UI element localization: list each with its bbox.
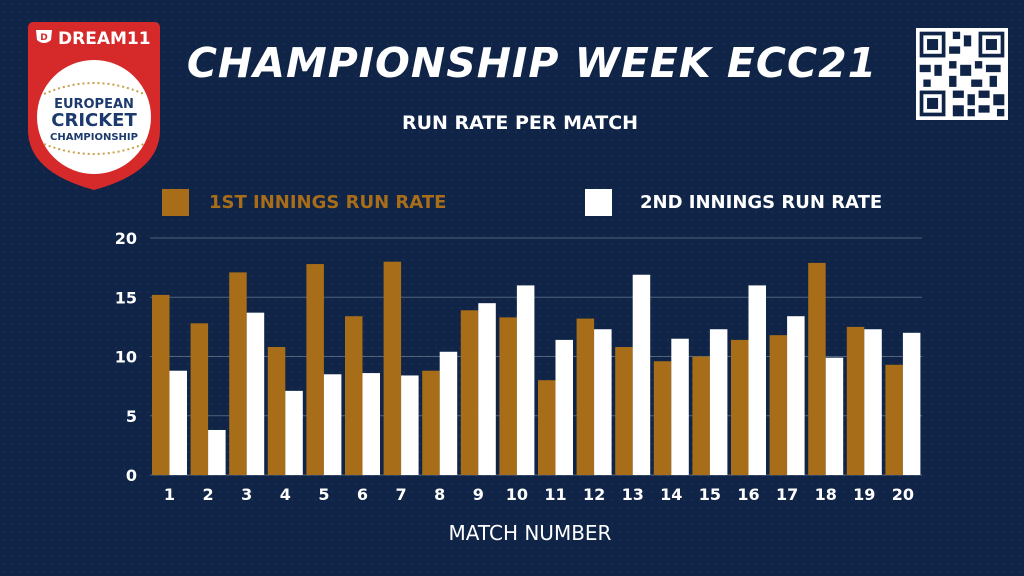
x-tick-label: 17	[776, 485, 798, 504]
bar-first-innings	[460, 310, 479, 475]
bar-first-innings	[267, 347, 286, 475]
bar-first-innings	[731, 339, 749, 475]
bar-second-innings	[787, 316, 805, 475]
bar-second-innings	[362, 373, 380, 475]
x-tick-label: 9	[473, 485, 484, 504]
x-tick-label: 20	[892, 485, 914, 504]
bar-first-innings	[769, 335, 788, 475]
bar-second-innings	[323, 374, 342, 475]
logo-line2: CRICKET	[51, 110, 137, 131]
bar-second-innings	[439, 351, 458, 475]
y-tick-label: 20	[115, 229, 137, 248]
bar-second-innings	[671, 338, 689, 475]
svg-text:D: D	[40, 33, 47, 43]
bar-first-innings	[152, 294, 170, 475]
x-tick-label: 1	[164, 485, 175, 504]
bar-second-innings	[632, 274, 651, 475]
bar-second-innings	[902, 332, 921, 475]
bar-second-innings	[208, 429, 226, 475]
x-tick-label: 11	[544, 485, 566, 504]
logo-line1: EUROPEAN	[54, 97, 134, 112]
x-tick-label: 18	[815, 485, 837, 504]
x-tick-label: 15	[699, 485, 721, 504]
qr-code-icon	[916, 28, 1008, 120]
bar-first-innings	[499, 317, 517, 475]
bar-second-innings	[478, 303, 496, 475]
legend-item-2nd-innings: 2ND INNINGS RUN RATE	[585, 188, 882, 216]
bar-first-innings	[885, 364, 903, 475]
bar-second-innings	[516, 285, 535, 475]
bar-second-innings	[555, 339, 573, 475]
x-tick-label: 2	[203, 485, 214, 504]
x-tick-label: 16	[737, 485, 759, 504]
bar-first-innings	[383, 261, 402, 475]
y-tick-label: 5	[126, 407, 137, 426]
x-tick-label: 10	[506, 485, 528, 504]
x-tick-label: 14	[660, 485, 682, 504]
bar-first-innings	[653, 361, 672, 475]
x-tick-label: 5	[318, 485, 329, 504]
bar-first-innings	[345, 316, 363, 475]
x-tick-label: 12	[583, 485, 605, 504]
bar-first-innings	[190, 323, 209, 475]
legend-swatch-1st-innings	[162, 188, 189, 216]
page-title: CHAMPIONSHIP WEEK ECC21	[186, 39, 878, 87]
bar-first-innings	[576, 318, 595, 475]
logo-brand: DREAM11	[58, 29, 151, 49]
bar-first-innings	[846, 326, 865, 475]
legend-swatch-2nd-innings	[585, 188, 612, 216]
y-tick-label: 0	[126, 466, 137, 485]
y-tick-label: 10	[115, 348, 137, 367]
y-tick-label: 15	[115, 288, 137, 307]
bar-first-innings	[422, 370, 440, 475]
bar-first-innings	[615, 347, 633, 475]
bar-second-innings	[864, 329, 882, 475]
legend-label-1st-innings: 1ST INNINGS RUN RATE	[209, 191, 447, 213]
x-tick-label: 19	[853, 485, 875, 504]
bar-second-innings	[825, 357, 844, 475]
bar-first-innings	[538, 380, 556, 475]
x-tick-label: 3	[241, 485, 252, 504]
bar-second-innings	[285, 390, 303, 475]
x-tick-label: 4	[280, 485, 291, 504]
bar-second-innings	[246, 312, 265, 475]
bar-second-innings	[401, 375, 419, 475]
x-tick-label: 7	[396, 485, 407, 504]
bar-second-innings	[709, 329, 728, 475]
x-tick-label: 13	[622, 485, 644, 504]
dream11-icon: D	[36, 30, 52, 43]
chart-title: RUN RATE PER MATCH	[401, 112, 639, 134]
logo-line3: CHAMPIONSHIP	[50, 132, 138, 143]
ecc-logo: D DREAM11 EUROPEAN CRICKET CHAMPIONSHIP	[28, 22, 160, 190]
bar-first-innings	[692, 356, 710, 475]
bar-first-innings	[808, 262, 826, 475]
legend-item-1st-innings: 1ST INNINGS RUN RATE	[162, 188, 446, 216]
bar-second-innings	[169, 370, 187, 475]
bar-second-innings	[594, 329, 612, 475]
x-tick-label: 8	[434, 485, 445, 504]
bar-first-innings	[229, 272, 247, 475]
x-axis-label: MATCH NUMBER	[448, 521, 612, 545]
x-tick-label: 6	[357, 485, 368, 504]
bar-first-innings	[306, 264, 324, 475]
legend-label-2nd-innings: 2ND INNINGS RUN RATE	[640, 191, 883, 213]
bar-second-innings	[748, 285, 766, 475]
